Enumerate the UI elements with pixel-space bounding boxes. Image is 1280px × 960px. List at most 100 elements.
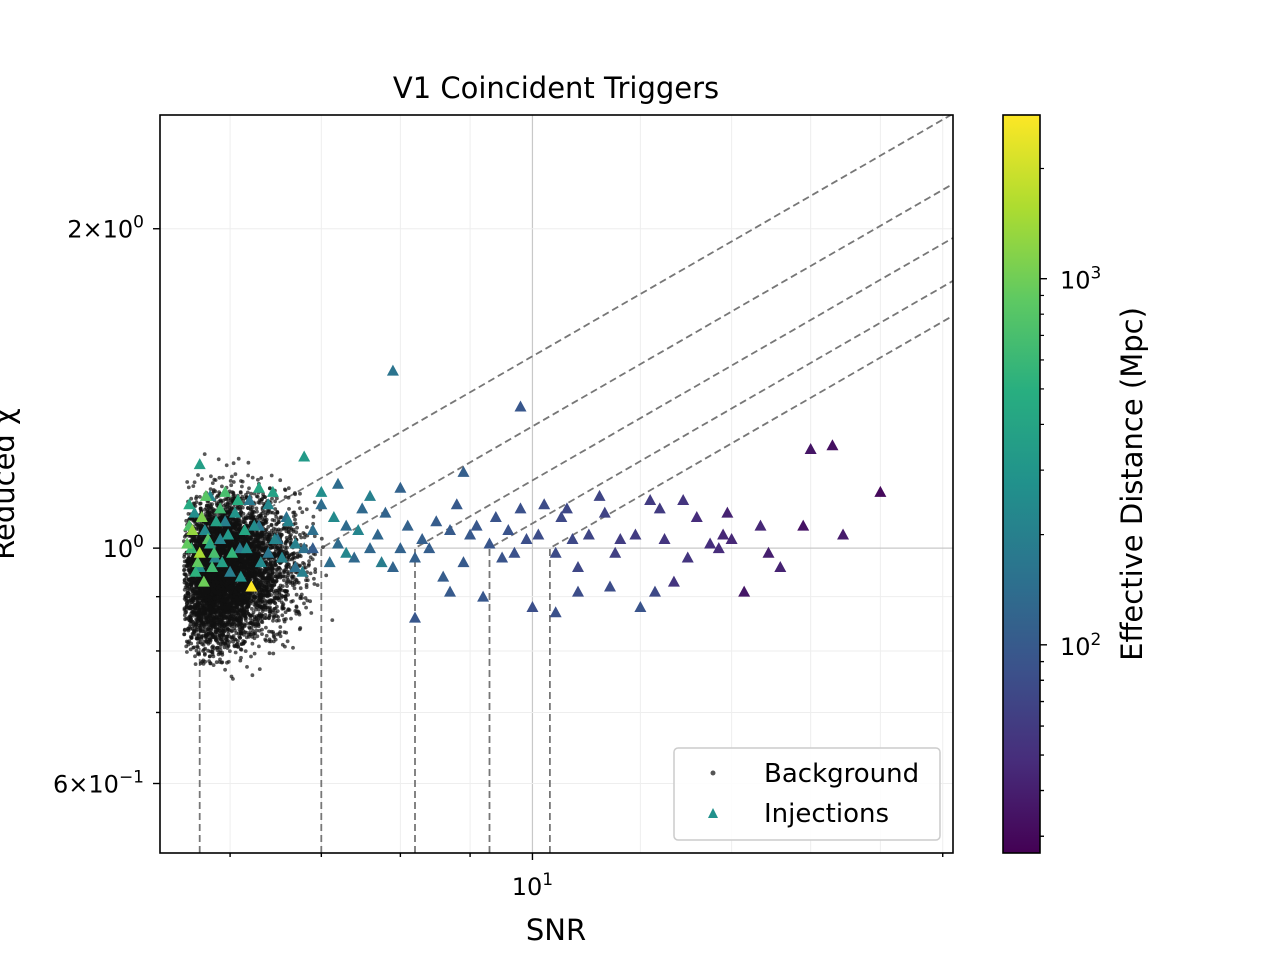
background-point — [186, 577, 191, 582]
background-point — [246, 473, 251, 478]
background-point — [302, 535, 307, 540]
background-point — [237, 518, 241, 523]
background-point — [292, 582, 297, 586]
background-point — [319, 536, 324, 541]
background-point — [294, 592, 299, 597]
background-point — [298, 506, 302, 511]
background-point — [233, 472, 238, 477]
background-point — [291, 645, 295, 650]
background-point — [282, 570, 286, 575]
background-point — [186, 512, 191, 516]
background-point — [267, 629, 271, 634]
background-point — [230, 474, 234, 479]
background-point — [198, 661, 203, 666]
background-point — [202, 639, 207, 644]
background-point — [280, 642, 285, 647]
background-point — [224, 463, 229, 468]
background-point — [296, 609, 301, 614]
background-point — [252, 636, 257, 641]
background-point — [306, 563, 311, 568]
background-point — [286, 571, 290, 576]
background-point — [307, 559, 311, 564]
background-point — [216, 457, 221, 462]
grid-lines — [160, 115, 953, 853]
background-point — [269, 522, 274, 527]
background-point — [228, 479, 233, 483]
background-point — [235, 534, 240, 539]
snr-contours — [198, 115, 953, 853]
background-point — [293, 517, 297, 522]
background-point — [257, 667, 262, 671]
background-point — [259, 476, 264, 480]
background-point — [272, 614, 277, 619]
background-point — [220, 484, 224, 489]
background-point — [248, 616, 253, 621]
background-point — [285, 579, 290, 584]
background-point — [295, 525, 299, 530]
background-point — [289, 599, 294, 604]
background-point — [240, 484, 244, 489]
background-point — [275, 496, 279, 501]
background-point — [230, 629, 234, 634]
background-point — [196, 473, 200, 477]
background-point — [238, 507, 243, 512]
background-point — [201, 658, 206, 663]
background-point — [260, 620, 265, 625]
background-point — [294, 578, 299, 583]
background-point — [273, 499, 277, 504]
background-point — [267, 593, 271, 598]
background-point — [200, 477, 204, 481]
background-point — [312, 582, 317, 586]
background-point — [196, 619, 200, 624]
background-point — [242, 520, 246, 525]
background-point — [231, 480, 236, 484]
background-point — [198, 506, 203, 511]
background-point — [226, 659, 231, 664]
background-point — [263, 513, 268, 518]
background-point — [182, 568, 186, 573]
background-point — [285, 584, 289, 588]
background-point — [288, 534, 292, 539]
background-point — [250, 505, 255, 510]
background-point — [194, 597, 199, 602]
snr-contour — [549, 314, 953, 853]
background-point — [278, 625, 283, 629]
background-point — [298, 586, 303, 591]
background-point — [304, 605, 308, 610]
background-point — [208, 487, 213, 491]
background-point — [207, 527, 212, 532]
background-point — [264, 527, 269, 532]
background-point — [239, 647, 244, 652]
background-point — [308, 571, 313, 576]
background-point — [264, 638, 268, 643]
background-point — [263, 613, 268, 617]
background-point — [294, 604, 299, 609]
snr-contour — [414, 236, 953, 853]
background-point — [212, 646, 217, 650]
background-point — [269, 599, 274, 604]
background-point — [286, 530, 291, 534]
background-point — [209, 474, 213, 479]
background-point — [298, 563, 302, 568]
background-point — [182, 587, 187, 592]
background-point — [286, 495, 291, 500]
snr-contour — [488, 279, 953, 853]
background-point — [210, 481, 215, 485]
background-point — [283, 545, 288, 550]
background-point — [272, 606, 277, 611]
background-point — [275, 545, 279, 550]
background-point — [266, 574, 270, 579]
background-point — [184, 518, 189, 523]
background-point — [208, 513, 213, 518]
background-point — [198, 501, 203, 506]
background-point — [294, 530, 299, 535]
background-point — [214, 630, 218, 635]
background-point — [196, 637, 201, 641]
background-point — [271, 651, 276, 656]
background-point — [281, 584, 285, 588]
background-point — [278, 478, 283, 483]
background-point — [252, 615, 257, 619]
background-point — [217, 475, 222, 480]
background-point — [298, 626, 303, 630]
